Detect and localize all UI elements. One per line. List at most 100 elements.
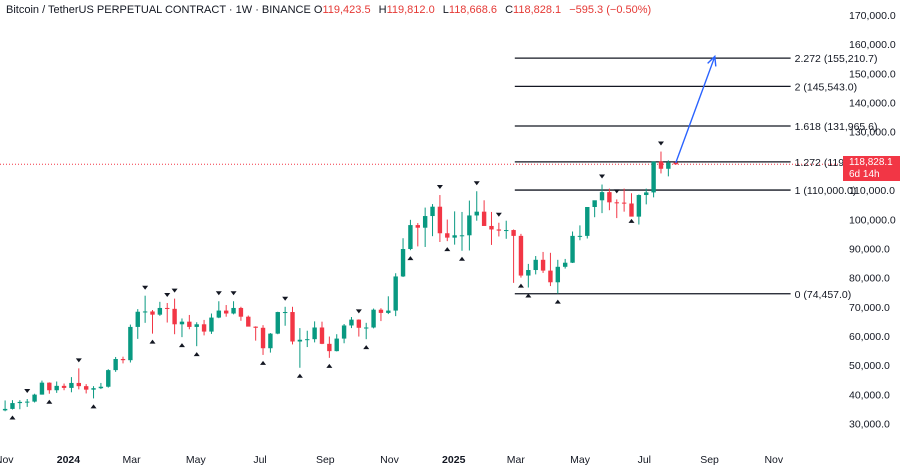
candle[interactable]: [371, 308, 376, 329]
candle[interactable]: [290, 306, 295, 345]
candle[interactable]: [364, 322, 369, 340]
candle[interactable]: [260, 325, 266, 355]
candle[interactable]: [430, 204, 435, 237]
candle[interactable]: [54, 381, 59, 393]
candle[interactable]: [415, 223, 420, 247]
candle[interactable]: [319, 321, 325, 345]
candle[interactable]: [592, 200, 597, 218]
candle[interactable]: [386, 296, 391, 315]
candle[interactable]: [504, 220, 509, 239]
candle[interactable]: [150, 309, 155, 334]
candle[interactable]: [297, 328, 303, 368]
candle[interactable]: [246, 315, 251, 327]
candle[interactable]: [209, 313, 214, 334]
candle[interactable]: [452, 211, 457, 245]
candle[interactable]: [378, 308, 384, 322]
candle[interactable]: [400, 238, 406, 278]
candle[interactable]: [305, 330, 310, 348]
fib-extension-tool[interactable]: 2.272 (155,210.7) 2 (145,543.0) 1.618 (131…: [514, 53, 878, 301]
candle[interactable]: [489, 211, 494, 245]
candle[interactable]: [32, 393, 37, 403]
candle[interactable]: [135, 309, 140, 339]
candle[interactable]: [658, 151, 664, 174]
candle[interactable]: [275, 311, 280, 335]
candle[interactable]: [555, 259, 561, 294]
candle[interactable]: [651, 161, 656, 198]
candle[interactable]: [2, 400, 8, 412]
candle[interactable]: [467, 200, 472, 251]
candle[interactable]: [540, 251, 546, 273]
candle[interactable]: [223, 305, 229, 317]
candle[interactable]: [570, 231, 575, 264]
price-tick-label: 90,000.0: [849, 243, 890, 255]
candle[interactable]: [474, 191, 479, 221]
candle[interactable]: [607, 188, 612, 211]
candle[interactable]: [481, 200, 487, 226]
candle[interactable]: [201, 319, 207, 336]
candle[interactable]: [10, 400, 15, 410]
candle[interactable]: [83, 384, 89, 394]
candle[interactable]: [128, 324, 133, 363]
candle[interactable]: [518, 233, 524, 278]
candle[interactable]: [327, 336, 332, 358]
candle[interactable]: [216, 301, 222, 319]
candle[interactable]: [496, 222, 502, 237]
candle[interactable]: [437, 195, 443, 243]
candles-layer[interactable]: [2, 151, 678, 412]
candle[interactable]: [238, 306, 244, 321]
candle[interactable]: [356, 319, 362, 337]
candle[interactable]: [533, 256, 538, 275]
candle[interactable]: [393, 273, 398, 317]
candle[interactable]: [25, 398, 30, 407]
candle[interactable]: [253, 326, 258, 341]
candle[interactable]: [349, 316, 354, 329]
candle[interactable]: [157, 301, 163, 316]
candle[interactable]: [599, 184, 605, 214]
candle[interactable]: [548, 252, 553, 287]
candle[interactable]: [666, 160, 671, 177]
candle[interactable]: [61, 383, 67, 391]
symbol-title[interactable]: Bitcoin / TetherUS PERPETUAL CONTRACT · …: [6, 4, 311, 16]
candle[interactable]: [334, 334, 339, 352]
candle[interactable]: [459, 211, 465, 251]
candle[interactable]: [312, 321, 317, 343]
candle[interactable]: [577, 225, 583, 241]
candle[interactable]: [422, 207, 428, 247]
candle[interactable]: [644, 188, 649, 205]
candle[interactable]: [142, 295, 148, 323]
candle[interactable]: [629, 193, 634, 217]
candle[interactable]: [194, 322, 199, 347]
candle[interactable]: [98, 382, 104, 390]
candle[interactable]: [621, 188, 627, 212]
projection-arrow[interactable]: [675, 54, 717, 164]
candle[interactable]: [179, 318, 185, 338]
candle[interactable]: [113, 356, 118, 372]
candle[interactable]: [187, 314, 192, 330]
candle[interactable]: [511, 229, 516, 283]
candle[interactable]: [614, 199, 619, 219]
candle[interactable]: [120, 356, 126, 364]
candle[interactable]: [526, 263, 531, 288]
price-axis[interactable]: 170,000.0 160,000.0 150,000.0 140,000.0 130,…: [849, 10, 896, 431]
candle[interactable]: [165, 302, 170, 323]
candle[interactable]: [106, 369, 111, 388]
candle[interactable]: [231, 301, 236, 315]
candle[interactable]: [562, 258, 568, 269]
candle[interactable]: [408, 219, 413, 251]
candle[interactable]: [17, 400, 23, 410]
candle[interactable]: [636, 194, 642, 225]
candle[interactable]: [91, 386, 96, 399]
candle[interactable]: [47, 382, 52, 394]
projection-line[interactable]: [675, 56, 716, 164]
candle[interactable]: [172, 298, 177, 335]
candle[interactable]: [341, 324, 347, 344]
candle[interactable]: [76, 368, 81, 390]
candle[interactable]: [69, 377, 74, 393]
candle[interactable]: [445, 219, 450, 242]
candle[interactable]: [585, 206, 590, 239]
candle[interactable]: [268, 333, 273, 353]
time-axis[interactable]: Nov 2024 Mar May Jul Sep Nov 2025 Mar May Jul Sep No…: [0, 454, 784, 466]
candle[interactable]: [282, 306, 288, 326]
candle[interactable]: [39, 380, 45, 395]
